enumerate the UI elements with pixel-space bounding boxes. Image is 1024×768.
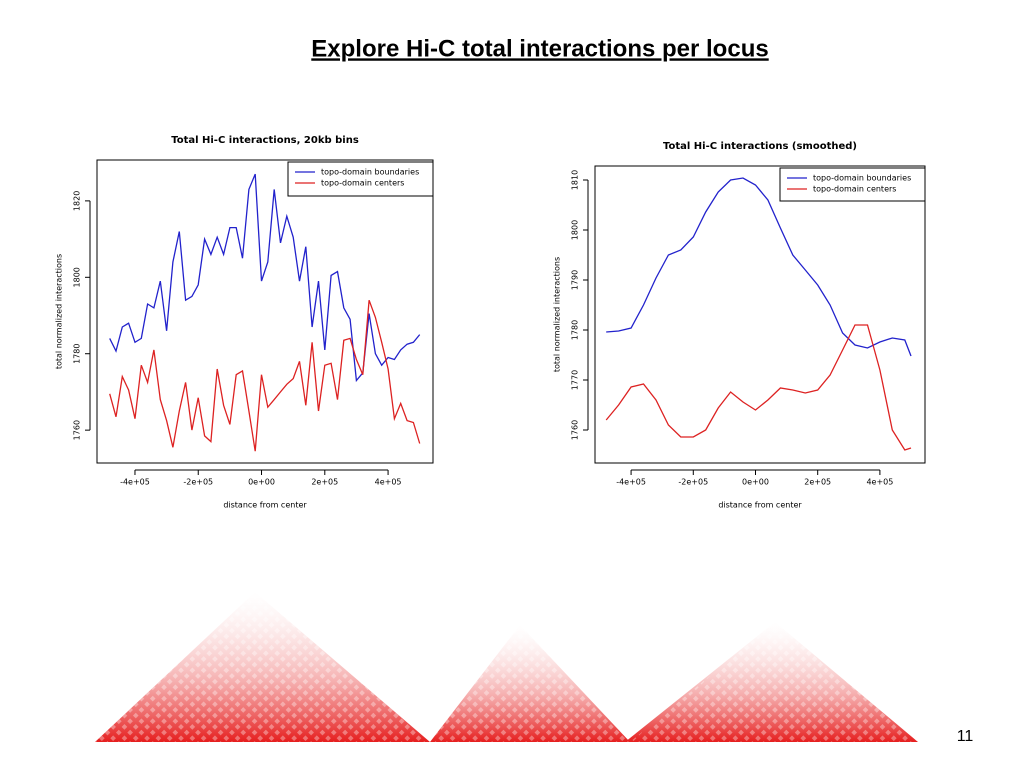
data-line: [109, 299, 421, 452]
data-line: [109, 173, 421, 383]
y-axis-label: total normalized interactions: [55, 254, 64, 369]
y-tick-label: 1810: [571, 170, 580, 190]
y-axis-label: total normalized interactions: [553, 257, 562, 372]
legend-label: topo-domain boundaries: [321, 168, 419, 177]
x-tick-label: -2e+05: [183, 478, 213, 487]
y-tick-label: 1780: [571, 320, 580, 340]
x-tick-label: 0e+00: [742, 478, 769, 487]
slide-title: Explore Hi-C total interactions per locu…: [311, 35, 768, 62]
y-tick-label: 1800: [571, 220, 580, 240]
x-tick-label: -4e+05: [616, 478, 646, 487]
y-tick-label: 1760: [73, 420, 82, 440]
legend-label: topo-domain centers: [813, 185, 896, 194]
chart-title: Total Hi-C interactions (smoothed): [663, 141, 857, 152]
x-axis-label: distance from center: [718, 501, 802, 510]
heatmap-texture: [95, 592, 918, 742]
legend-box: [779, 167, 926, 202]
x-tick-label: 2e+05: [804, 478, 831, 487]
legend-box: [287, 161, 434, 197]
x-tick-label: -4e+05: [120, 478, 150, 487]
plot-frame: [594, 165, 926, 464]
plot-frame: [96, 159, 434, 464]
legend-label: topo-domain boundaries: [813, 174, 911, 183]
y-tick-label: 1780: [73, 344, 82, 364]
chart: Total Hi-C interactions, 20kb bins -4e+05…: [55, 135, 434, 510]
page-number: 11: [957, 728, 974, 745]
y-tick-label: 1770: [571, 370, 580, 390]
y-tick-label: 1800: [73, 267, 82, 287]
chart: Total Hi-C interactions (smoothed) -4e+05…: [553, 141, 926, 510]
x-tick-label: 2e+05: [311, 478, 338, 487]
y-tick-label: 1820: [73, 191, 82, 211]
data-line: [605, 324, 912, 451]
x-tick-label: 0e+00: [248, 478, 275, 487]
legend-label: topo-domain centers: [321, 179, 404, 188]
y-tick-label: 1760: [571, 420, 580, 440]
x-tick-label: 4e+05: [375, 478, 402, 487]
x-tick-label: 4e+05: [866, 478, 893, 487]
y-tick-label: 1790: [571, 270, 580, 290]
heatmap: [95, 592, 918, 742]
x-tick-label: -2e+05: [678, 478, 708, 487]
data-line: [606, 177, 912, 357]
chart-title: Total Hi-C interactions, 20kb bins: [171, 135, 359, 146]
x-axis-label: distance from center: [223, 501, 307, 510]
